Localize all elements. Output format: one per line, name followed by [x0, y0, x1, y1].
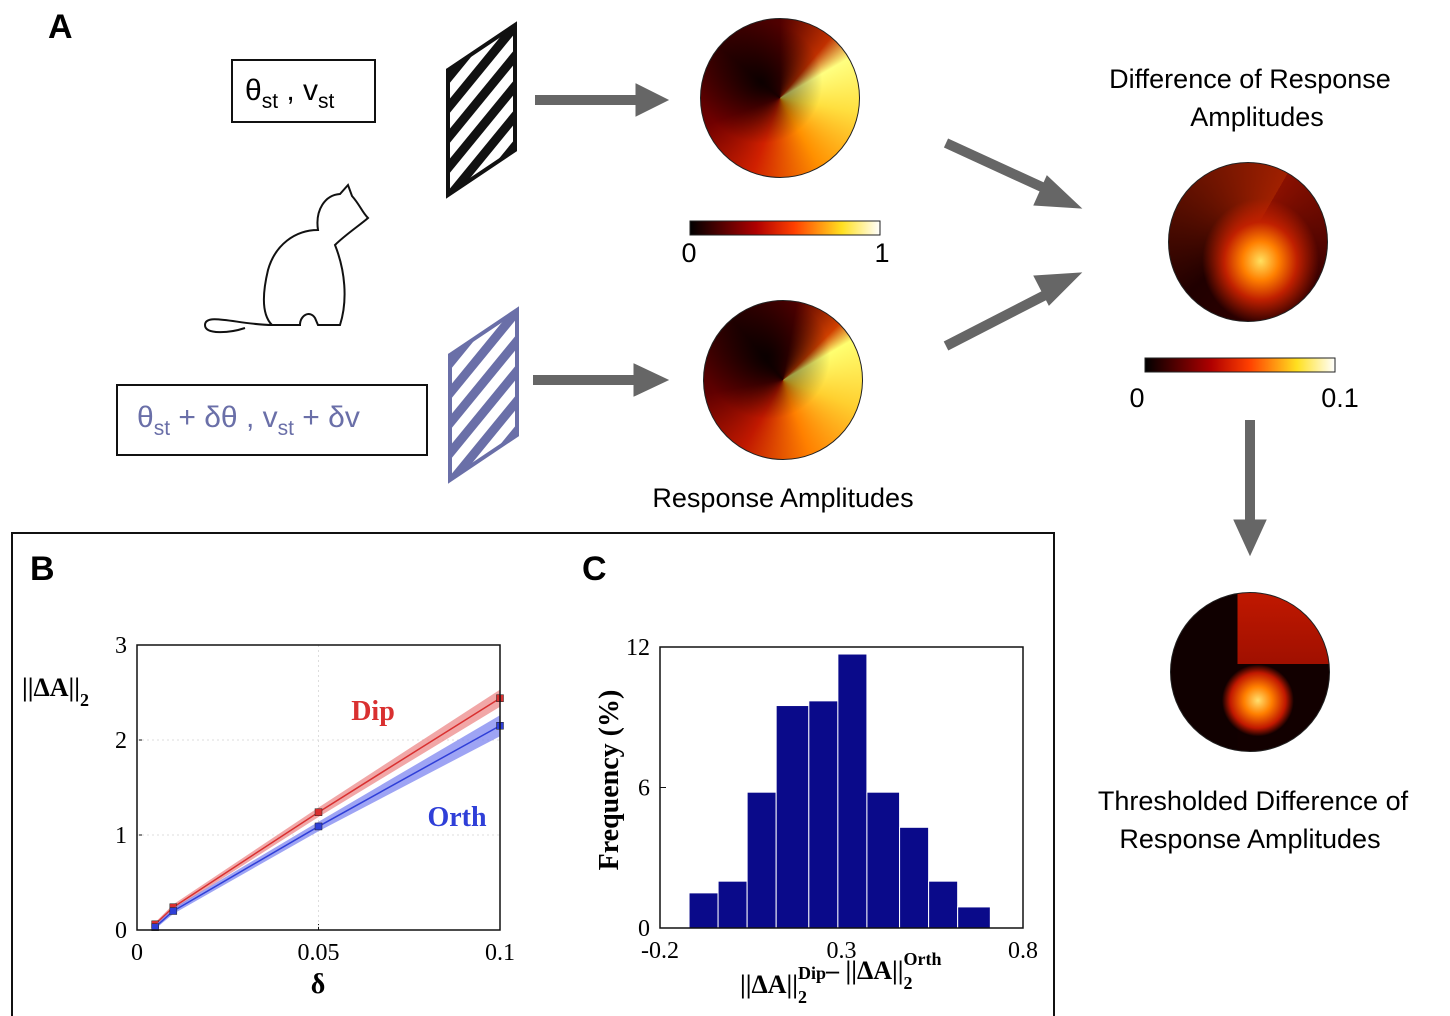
y-axis-label-part: 2: [80, 690, 89, 710]
arrows: [533, 83, 1267, 557]
difference-map: [1168, 162, 1328, 322]
caption: Difference of Response: [1109, 64, 1391, 94]
series-label: Orth: [427, 802, 487, 833]
x-axis-label-part: ||ΔA||: [740, 970, 798, 999]
x-axis-label-part: 2: [798, 987, 807, 1007]
x-tick-label: 0.05: [298, 940, 340, 966]
x-tick-label: 0.8: [1008, 938, 1038, 964]
stimulus-box: [231, 59, 376, 123]
caption: Amplitudes: [1190, 102, 1324, 132]
confidence-band: [155, 689, 500, 927]
colorbar-tick-label: 0.1: [1321, 383, 1359, 413]
stimulus-label: θst , vst: [245, 74, 335, 113]
y-tick-label: 3: [115, 633, 127, 659]
y-tick-label: 2: [115, 728, 127, 754]
histogram-bar: [957, 906, 991, 929]
grating-frame: [446, 21, 517, 199]
y-tick-label: 6: [638, 776, 650, 802]
grating: [448, 25, 515, 195]
series-marker: [314, 808, 323, 816]
histogram-bar: [746, 791, 777, 929]
colorbar: [1144, 357, 1336, 373]
panel-label: C: [582, 550, 607, 588]
histogram-bar: [928, 880, 959, 929]
stimulus-box: [116, 384, 428, 456]
histogram-bar: [688, 892, 719, 929]
x-tick-label: 0.3: [827, 938, 857, 964]
y-tick-label: 12: [626, 635, 650, 661]
response-map-2: [703, 300, 863, 460]
series-line: [154, 725, 501, 928]
series-label: Dip: [351, 696, 395, 727]
grating-frame: [448, 306, 519, 484]
histogram-bar: [899, 826, 930, 929]
histogram-bar: [866, 791, 901, 929]
stimulus-label: θst + δθ , vst + δv: [137, 401, 360, 440]
x-tick-label: 0: [131, 940, 143, 966]
x-tick-label: -0.2: [641, 938, 679, 964]
colorbar-tick-label: 0: [1129, 383, 1144, 413]
panel-label: B: [30, 550, 55, 588]
response-map-1: [700, 18, 860, 178]
plot-frame: [659, 646, 1024, 929]
y-axis-label: ||ΔA||2: [22, 673, 89, 710]
x-axis-label-part: Dip: [798, 963, 826, 983]
y-tick-label: 0: [638, 916, 650, 942]
caption: Response Amplitudes: [652, 483, 913, 513]
x-axis-label-part: 2: [903, 973, 912, 993]
panel-frame: [11, 532, 1055, 1016]
thresholded-map: [1170, 592, 1330, 752]
y-axis-label: Frequency (%): [594, 690, 625, 871]
colorbar-tick-label: 0: [681, 238, 696, 268]
colorbar-tick-label: 1: [874, 238, 889, 268]
series-line: [154, 697, 501, 925]
plot-frame: [136, 644, 501, 931]
caption: Response Amplitudes: [1119, 824, 1380, 854]
histogram-bar: [837, 653, 868, 929]
cat-drawing: [203, 183, 370, 334]
y-tick-label: 1: [115, 823, 127, 849]
histogram-bar: [808, 700, 839, 929]
x-axis-label: δ: [311, 969, 326, 1000]
grating: [450, 310, 517, 480]
y-axis-label-part: ||ΔA||: [22, 673, 80, 702]
panel-label: A: [48, 8, 73, 46]
x-axis-label: ||ΔA||2Dip– ||ΔA||2Orth: [740, 949, 941, 1007]
series-marker: [314, 822, 323, 831]
y-tick-label: 0: [115, 918, 127, 944]
histogram-bar: [717, 880, 748, 929]
histogram-bar: [775, 705, 810, 929]
x-axis-label-part: – ||ΔA||: [825, 956, 903, 985]
x-axis-label-part: Orth: [903, 949, 941, 969]
series-marker: [169, 907, 178, 915]
colorbar: [689, 220, 881, 236]
caption: Thresholded Difference of: [1098, 786, 1409, 816]
x-tick-label: 0.1: [485, 940, 515, 966]
